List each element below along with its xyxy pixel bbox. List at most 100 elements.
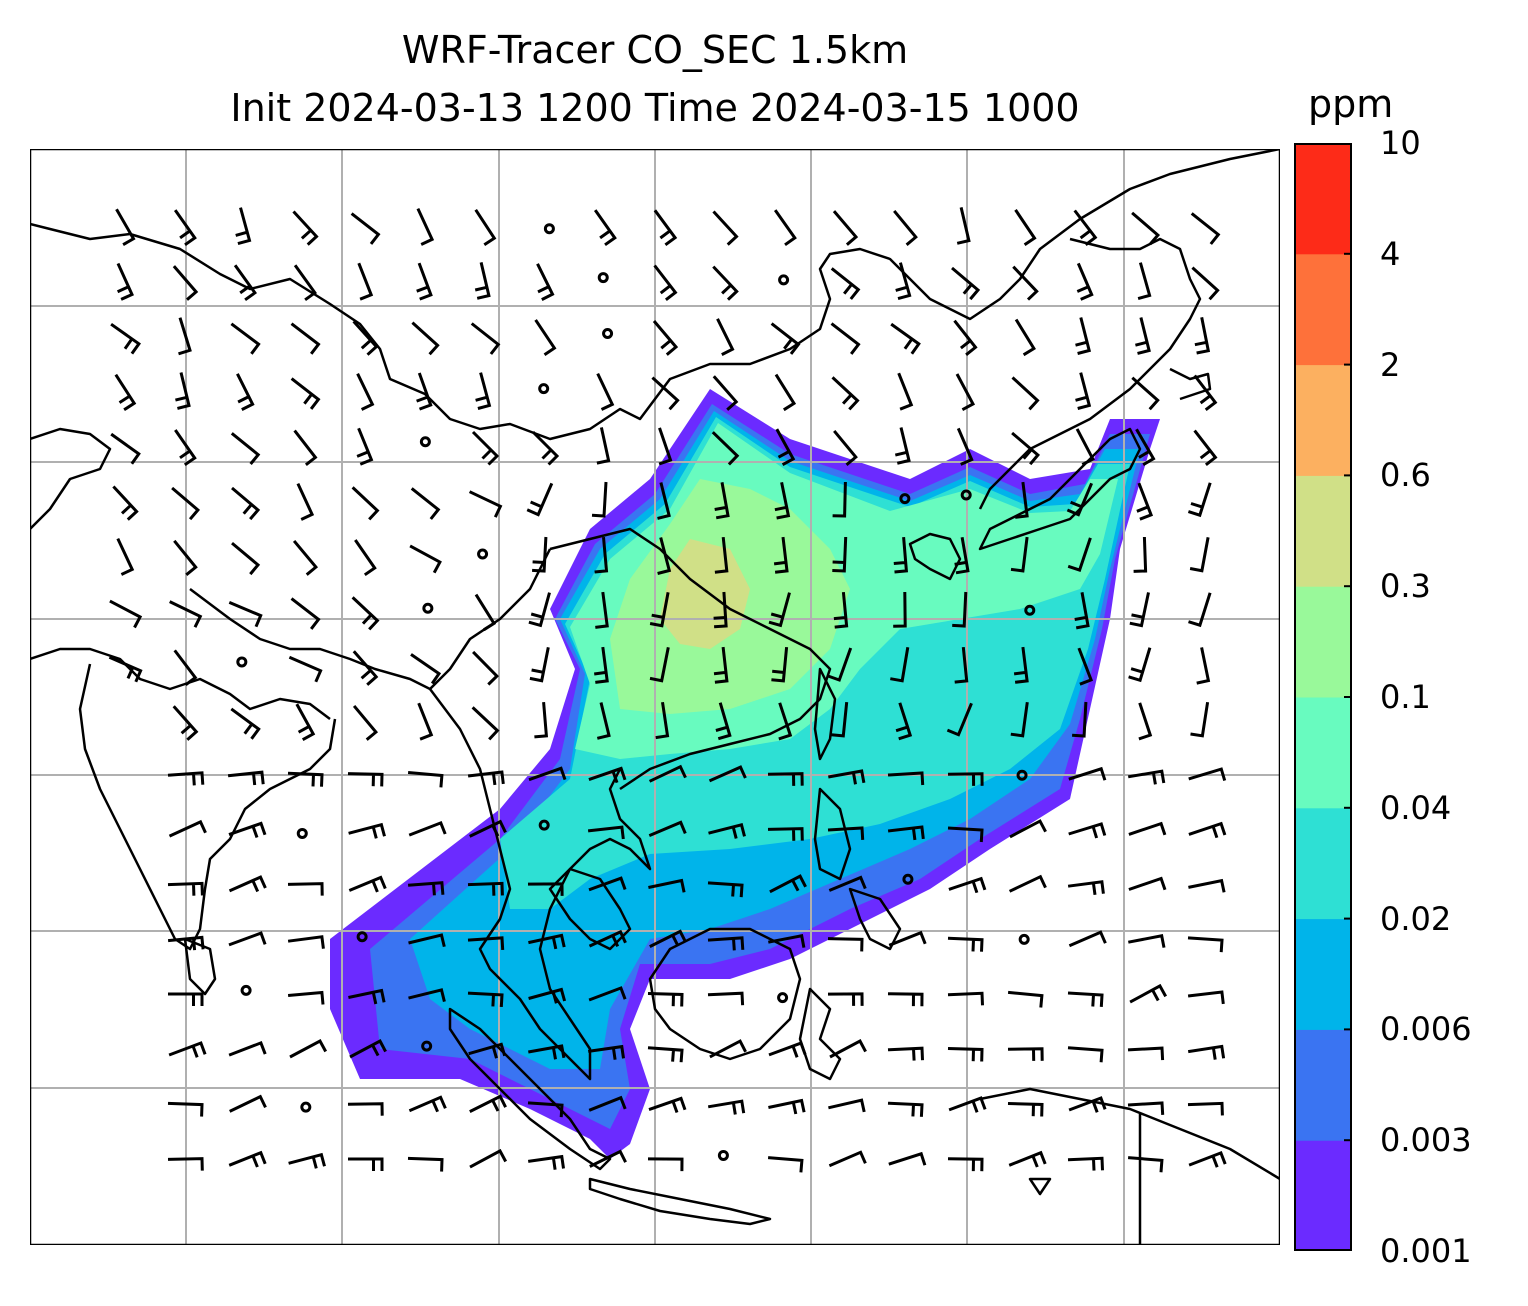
wind-barb [887,1046,924,1061]
wind-barb [1068,822,1107,839]
wind-barb [471,430,500,466]
wind-barb [709,1039,747,1059]
wind-barb [1075,317,1092,355]
wind-barb [830,267,861,300]
wind-barb [830,322,861,355]
wind-barb [947,772,984,786]
calm-marker [236,656,248,668]
wind-barb [292,210,319,246]
wind-barb [292,539,319,576]
colorbar-tick-label: 0.04 [1380,788,1452,827]
wind-barb [589,1149,627,1168]
wind-barb [1187,990,1225,1005]
wind-barb [714,482,730,520]
wind-barb [228,601,263,628]
wind-barb [528,1044,566,1060]
wind-barb [951,266,981,301]
colorbar-tick-label: 2 [1380,345,1401,384]
wind-barb [116,537,135,576]
wind-barb [1011,431,1041,466]
wind-barb [356,373,375,411]
wind-barb [596,372,615,411]
wind-barb [707,1099,746,1115]
wind-barb [407,771,444,788]
wind-barb [947,826,984,843]
wind-barb [895,262,912,301]
wind-barb [649,647,670,683]
wind-barb [887,1101,924,1117]
wind-barb [1075,372,1092,410]
colorbar-tick-label: 0.006 [1380,1010,1472,1049]
wind-barb [167,1101,204,1117]
wind-barb [767,772,804,786]
wind-barb [1193,429,1218,466]
wind-barb [1131,376,1160,411]
map-gridlines [30,149,1280,1245]
wind-barb [1190,701,1210,738]
calm-marker [356,931,368,943]
wind-barb [417,702,434,741]
wind-barb [594,536,609,574]
wind-barb [714,536,729,574]
wind-barb [658,427,673,466]
wind-barb [1128,821,1167,836]
wind-barb [707,991,745,1006]
wind-barb [594,646,609,684]
wind-barb [536,263,555,301]
wind-barb [1077,647,1094,686]
wind-barb [952,591,968,628]
wind-barb [1007,990,1044,1008]
wind-barb [648,878,686,893]
wind-barb [831,376,860,411]
wind-barb [1009,819,1047,839]
wind-barb [416,207,435,246]
wind-barb [1127,1101,1165,1115]
wind-barb [348,1157,384,1171]
wind-barb [657,482,671,520]
wind-barb [467,881,504,896]
wind-barb [228,821,267,839]
wind-barb [948,1096,987,1113]
wind-barb [956,207,971,245]
wind-barb [1188,878,1226,893]
wind-barb [947,936,984,952]
wind-barb [1068,930,1107,948]
wind-barb [474,262,491,300]
wind-barb [649,592,670,628]
wind-barb [230,707,261,740]
wind-barb [228,875,267,893]
wind-barb [407,881,445,896]
wind-barb [416,262,433,301]
wind-barb [348,822,386,839]
wind-barb [173,539,198,576]
wind-barb [587,1044,625,1060]
wind-barb [235,207,252,246]
wind-barb [1135,317,1151,355]
colorbar-segment [1294,364,1352,476]
wind-barb [767,1156,804,1173]
wind-barb [410,487,441,520]
wind-barb [707,936,745,951]
wind-barb [1067,1156,1104,1171]
wind-barb [230,432,261,465]
wind-barb [947,1157,984,1172]
wind-barb [1007,1047,1044,1061]
wind-barb [833,429,858,466]
wind-barb [828,769,866,785]
wind-barb [115,208,136,246]
wind-barb [894,427,911,465]
wind-barb [774,373,797,412]
wind-barb [233,264,257,302]
wind-barb [832,481,847,518]
wind-barb [888,1151,927,1166]
wind-barb [828,1098,866,1113]
colorbar-tick-label: 0.003 [1380,1121,1472,1160]
calm-marker [422,602,434,614]
calm-marker [296,827,308,839]
wind-barb [1136,482,1154,521]
colorbar-units: ppm [1308,82,1394,126]
wind-barb [893,591,907,628]
wind-barb [348,988,386,1005]
wind-barb [827,937,864,952]
wind-barb [348,875,387,893]
